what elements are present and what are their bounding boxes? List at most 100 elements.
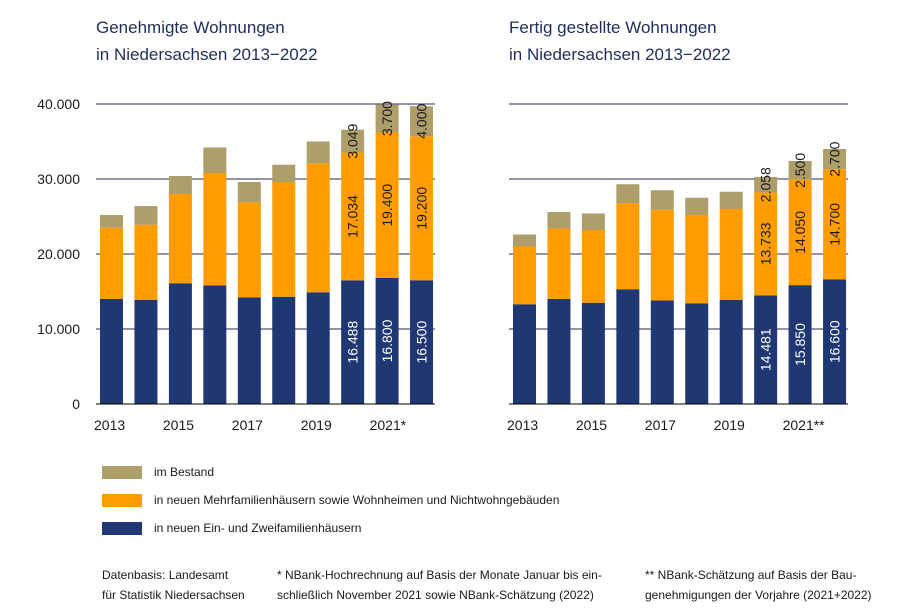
bar-segment-genehmigte-mfh bbox=[272, 182, 296, 297]
bar-segment-fertiggestellte-mfh bbox=[788, 179, 812, 286]
bar-segment-genehmigte-ez bbox=[100, 299, 123, 404]
data-label-fertiggestellte-bestand: 2.058 bbox=[758, 167, 774, 202]
x-tick-label-fertiggestellte: 2013 bbox=[507, 417, 538, 433]
chart-title-genehmigte: Genehmigte Wohnungen in Niedersachsen 20… bbox=[96, 18, 318, 64]
bar-segment-fertiggestellte-mfh bbox=[754, 192, 778, 296]
bar-segment-genehmigte-mfh bbox=[134, 224, 158, 300]
x-tick-label-genehmigte: 2013 bbox=[94, 417, 125, 433]
y-tick-label-genehmigte: 10.000 bbox=[37, 321, 80, 337]
bar-segment-fertiggestellte-mfh bbox=[616, 203, 640, 290]
data-label-fertiggestellte-ez: 15.850 bbox=[792, 323, 808, 366]
bar-segment-fertiggestellte-mfh bbox=[547, 228, 571, 299]
legend-label-mehrfamilienhaeuser: in neuen Mehrfamilienhäusern sowie Wohnh… bbox=[154, 493, 560, 507]
bar-segment-genehmigte-ez bbox=[203, 285, 227, 404]
bar-segment-fertiggestellte-mfh bbox=[513, 246, 536, 305]
bar-segment-fertiggestellte-bestand bbox=[685, 197, 709, 215]
bar-segment-genehmigte-ez bbox=[410, 280, 434, 404]
bar-segment-genehmigte-mfh bbox=[375, 132, 399, 278]
bar-segment-fertiggestellte-bestand bbox=[581, 213, 605, 230]
y-tick-label-genehmigte: 0 bbox=[72, 396, 80, 412]
x-tick-label-genehmigte: 2017 bbox=[232, 417, 263, 433]
bar-segment-genehmigte-bestand bbox=[341, 129, 365, 153]
bar-segment-fertiggestellte-ez bbox=[547, 299, 571, 404]
bar-segment-genehmigte-mfh bbox=[410, 136, 434, 281]
bar-segment-genehmigte-bestand bbox=[237, 182, 261, 203]
legend-swatch-bestand bbox=[102, 465, 142, 479]
bar-segment-fertiggestellte-bestand bbox=[719, 191, 743, 209]
bar-segment-fertiggestellte-mfh bbox=[685, 215, 709, 304]
bar-segment-fertiggestellte-ez bbox=[581, 302, 605, 404]
bar-segment-fertiggestellte-ez bbox=[754, 295, 778, 404]
source-note: Datenbasis: Landesamt für Statistik Nied… bbox=[102, 568, 245, 602]
bar-segment-fertiggestellte-bestand bbox=[823, 149, 847, 170]
bar-segment-genehmigte-ez bbox=[168, 283, 192, 404]
bar-segment-fertiggestellte-bestand bbox=[547, 212, 571, 229]
bar-segment-genehmigte-mfh bbox=[237, 202, 261, 298]
legend-item-bestand: im Bestand bbox=[102, 464, 214, 480]
data-label-fertiggestellte-ez: 14.481 bbox=[758, 328, 774, 371]
bar-segment-genehmigte-bestand bbox=[272, 164, 296, 182]
data-label-genehmigte-ez: 16.500 bbox=[414, 321, 430, 364]
bar-segment-genehmigte-mfh bbox=[168, 194, 192, 284]
legend-item-einfamilienhaeuser: in neuen Ein- und Zweifamilienhäusern bbox=[102, 520, 361, 536]
data-label-genehmigte-mfh: 19.400 bbox=[379, 184, 395, 227]
data-label-fertiggestellte-mfh: 14.700 bbox=[827, 203, 843, 246]
bar-segment-genehmigte-ez bbox=[134, 299, 158, 404]
data-label-genehmigte-bestand: 4.000 bbox=[414, 104, 430, 139]
bar-segment-genehmigte-mfh bbox=[203, 173, 227, 286]
bar-segment-genehmigte-bestand bbox=[203, 147, 227, 173]
bar-segment-genehmigte-ez bbox=[237, 297, 261, 404]
bar-segment-fertiggestellte-mfh bbox=[581, 230, 605, 303]
bar-segment-genehmigte-mfh bbox=[341, 152, 365, 281]
data-label-fertiggestellte-bestand: 2.500 bbox=[792, 153, 808, 188]
bar-segment-genehmigte-ez bbox=[375, 278, 399, 404]
bar-segment-fertiggestellte-bestand bbox=[616, 184, 640, 203]
footnote-hochrechnung: * NBank-Hochrechnung auf Basis der Monat… bbox=[277, 568, 602, 602]
data-label-fertiggestellte-bestand: 2.700 bbox=[827, 141, 843, 176]
legend-swatch-mehrfamilienhaeuser bbox=[102, 493, 142, 507]
legend-swatch-einfamilienhaeuser bbox=[102, 521, 142, 535]
y-tick-label-genehmigte: 20.000 bbox=[37, 246, 80, 262]
bar-segment-fertiggestellte-ez bbox=[788, 285, 812, 404]
data-label-fertiggestellte-ez: 16.600 bbox=[827, 320, 843, 363]
bar-segment-fertiggestellte-bestand bbox=[788, 161, 812, 180]
bar-segment-fertiggestellte-mfh bbox=[719, 209, 743, 300]
data-label-genehmigte-ez: 16.488 bbox=[345, 321, 361, 364]
legend-label-einfamilienhaeuser: in neuen Ein- und Zweifamilienhäusern bbox=[154, 521, 362, 535]
x-tick-label-fertiggestellte: 2017 bbox=[645, 417, 676, 433]
bar-segment-fertiggestellte-ez bbox=[650, 300, 674, 404]
chart-title-fertiggestellte: Fertig gestellte Wohnungen in Niedersach… bbox=[509, 18, 731, 64]
data-label-genehmigte-ez: 16.800 bbox=[379, 319, 395, 362]
bar-segment-genehmigte-bestand bbox=[134, 206, 158, 225]
bar-segment-genehmigte-bestand bbox=[410, 106, 434, 137]
bar-segment-fertiggestellte-ez bbox=[719, 299, 743, 404]
bar-segment-fertiggestellte-bestand bbox=[513, 234, 536, 247]
bar-segment-fertiggestellte-mfh bbox=[650, 209, 674, 301]
legend-item-mehrfamilienhaeuser: in neuen Mehrfamilienhäusern sowie Wohnh… bbox=[102, 492, 559, 508]
x-tick-label-genehmigte: 2021* bbox=[370, 417, 407, 433]
data-label-fertiggestellte-mfh: 14.050 bbox=[792, 211, 808, 254]
bar-segment-fertiggestellte-ez bbox=[513, 304, 536, 404]
data-label-genehmigte-bestand: 3.049 bbox=[345, 123, 361, 158]
bar-segment-fertiggestellte-bestand bbox=[754, 176, 778, 193]
bar-segment-genehmigte-ez bbox=[272, 296, 296, 404]
bar-segment-genehmigte-bestand bbox=[375, 104, 399, 133]
x-tick-label-genehmigte: 2019 bbox=[301, 417, 332, 433]
bar-segment-genehmigte-bestand bbox=[168, 176, 192, 194]
bar-segment-fertiggestellte-mfh bbox=[823, 169, 847, 280]
bar-segment-genehmigte-ez bbox=[341, 280, 365, 404]
data-label-genehmigte-mfh: 17.034 bbox=[345, 195, 361, 238]
bar-segment-fertiggestellte-ez bbox=[823, 279, 847, 404]
y-tick-label-genehmigte: 40.000 bbox=[37, 96, 80, 112]
bar-segment-fertiggestellte-ez bbox=[685, 303, 709, 404]
bar-segment-genehmigte-bestand bbox=[306, 141, 330, 164]
legend-label-bestand: im Bestand bbox=[154, 465, 215, 479]
data-label-genehmigte-bestand: 3.700 bbox=[379, 101, 395, 136]
bar-segment-fertiggestellte-ez bbox=[616, 289, 640, 404]
bar-segment-fertiggestellte-bestand bbox=[650, 190, 674, 210]
bar-segment-genehmigte-bestand bbox=[100, 215, 123, 228]
x-tick-label-fertiggestellte: 2019 bbox=[714, 417, 745, 433]
data-label-fertiggestellte-mfh: 13.733 bbox=[758, 222, 774, 265]
x-tick-label-genehmigte: 2015 bbox=[163, 417, 194, 433]
x-tick-label-fertiggestellte: 2021** bbox=[783, 417, 826, 433]
